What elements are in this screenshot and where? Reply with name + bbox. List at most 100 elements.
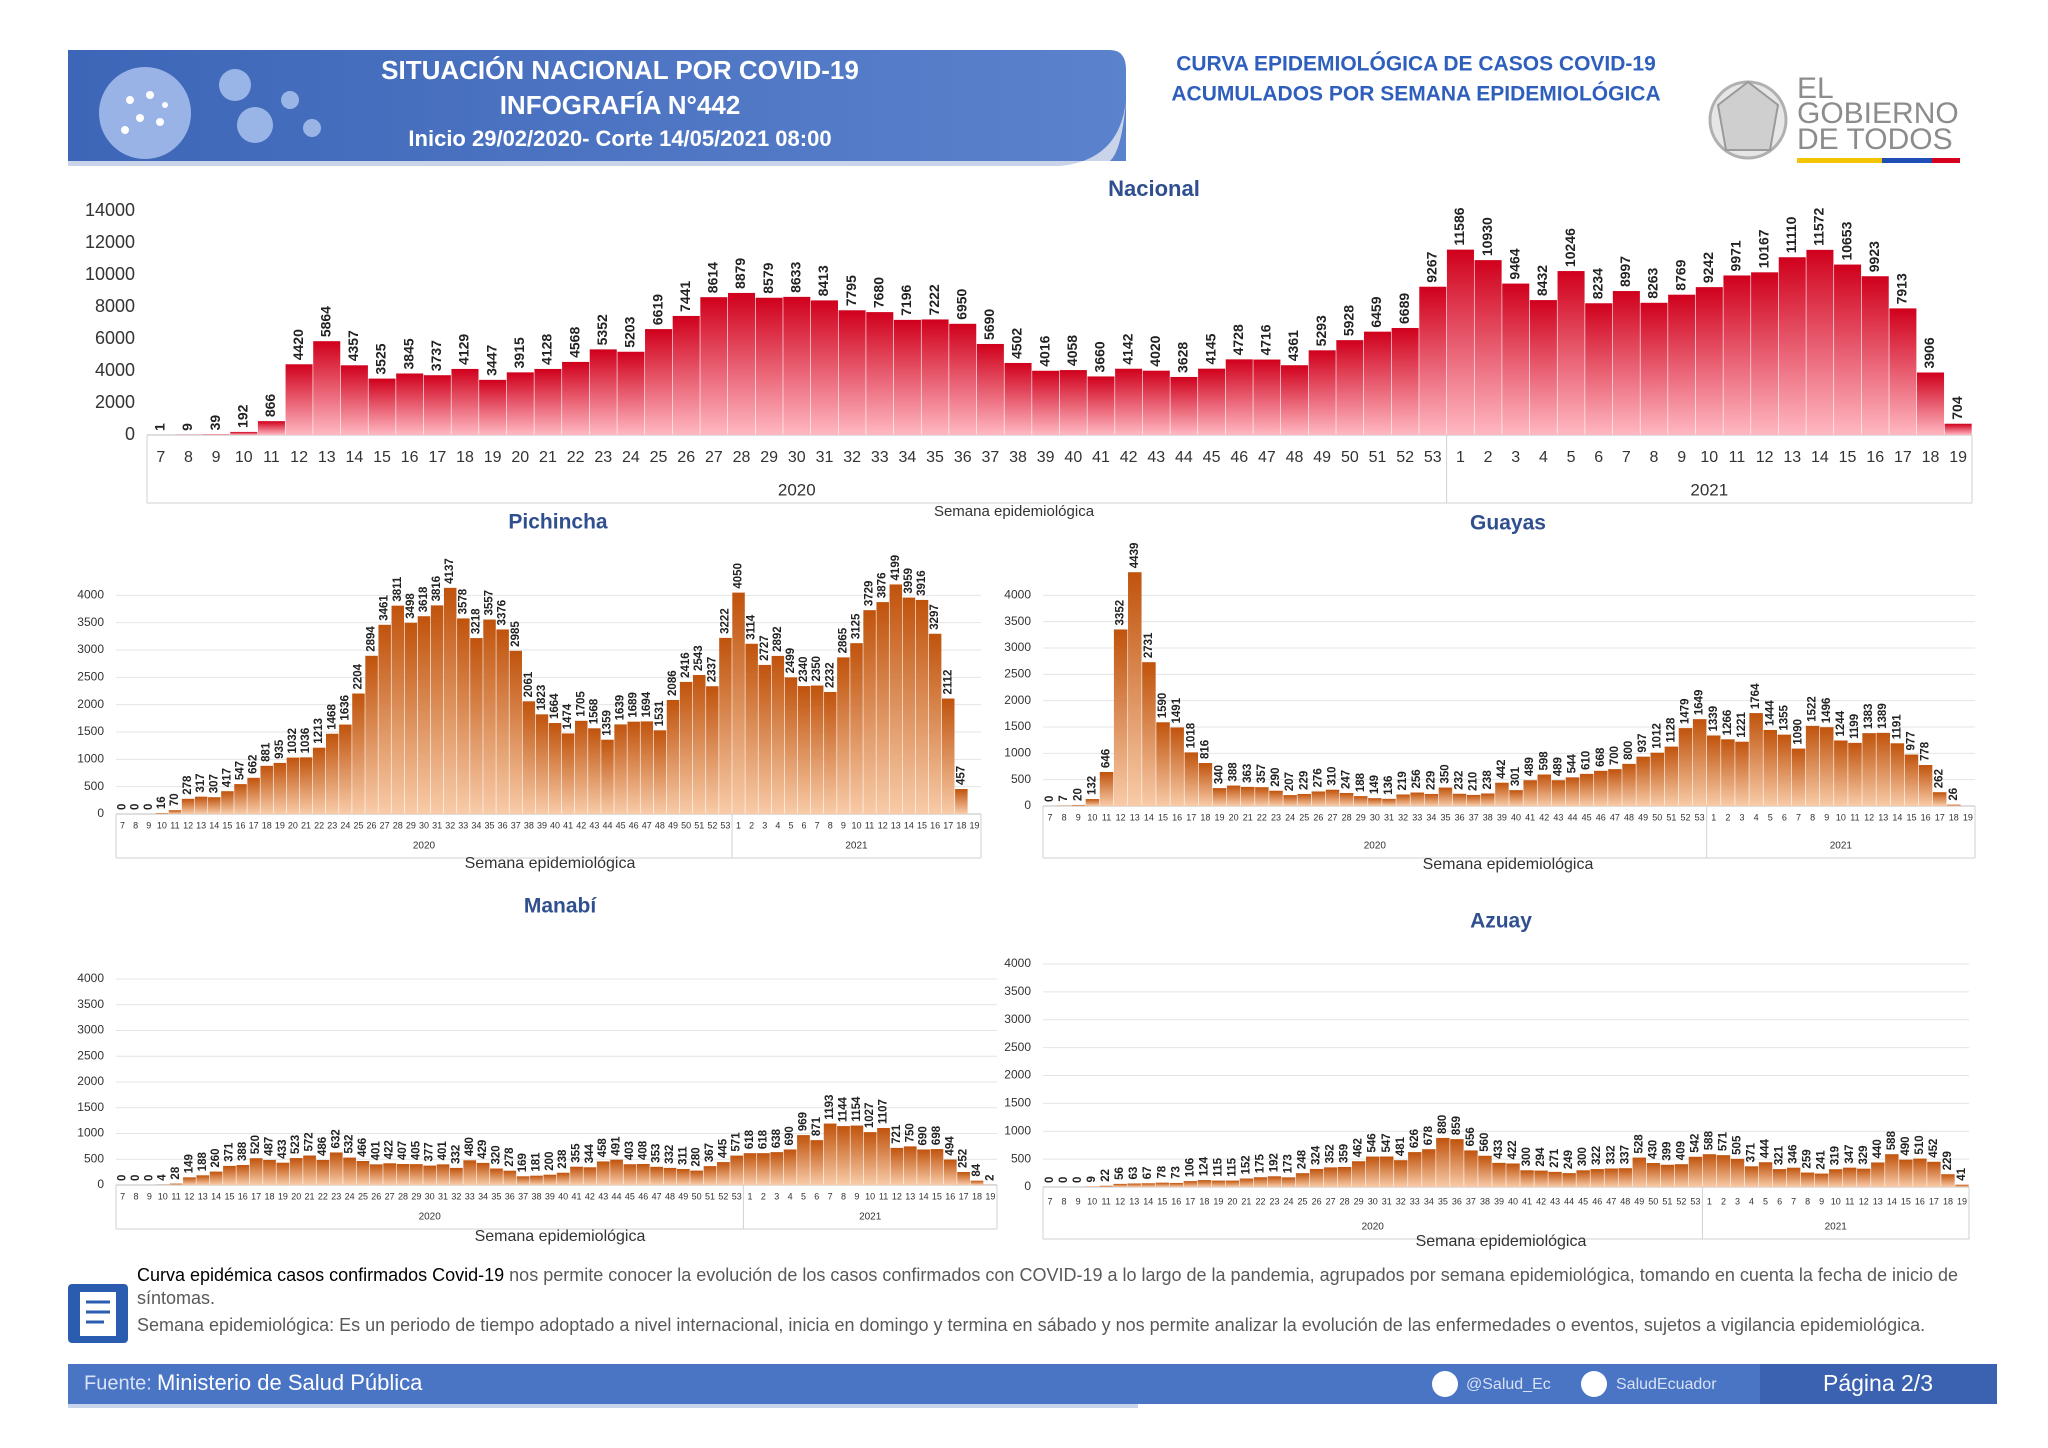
bar	[1156, 722, 1170, 806]
value-label: 1474	[562, 703, 574, 729]
bar	[1814, 1173, 1829, 1187]
value-label: 256	[1411, 769, 1423, 788]
bar	[378, 624, 391, 814]
value-label: 1444	[1764, 700, 1776, 726]
value-label: 0	[1044, 1177, 1056, 1183]
x-tick-label: 10	[1831, 1196, 1841, 1206]
header-title: SITUACIÓN NACIONAL POR COVID-19	[381, 55, 859, 85]
value-label: 2499	[785, 648, 797, 674]
bar	[1692, 719, 1707, 806]
bar	[1380, 1156, 1394, 1187]
bar	[530, 1175, 543, 1185]
bar	[690, 1170, 704, 1185]
y-tick-label: 2000	[95, 392, 135, 412]
x-tick-label: 24	[345, 1191, 355, 1201]
value-label: 173	[1283, 1154, 1295, 1173]
value-label: 505	[1732, 1135, 1744, 1155]
note: Semana epidemiológica: Es un periodo de …	[137, 1314, 1977, 1337]
header-banner	[68, 50, 1126, 161]
value-label: 3916	[916, 570, 928, 596]
value-label: 1018	[1185, 722, 1197, 748]
bar	[1450, 1139, 1464, 1187]
bar	[955, 789, 968, 814]
value-label: 260	[210, 1148, 222, 1167]
bar	[1876, 732, 1890, 806]
x-tick-label: 15	[1158, 812, 1168, 822]
x-tick-label: 46	[1592, 1196, 1602, 1206]
bar	[325, 733, 339, 814]
bar	[1410, 792, 1424, 806]
y-tick-label: 14000	[85, 200, 135, 220]
x-tick-label: 12	[892, 1191, 902, 1201]
bar	[1848, 742, 1862, 806]
x-tick-label: 46	[1596, 812, 1606, 822]
value-label: 444	[1760, 1138, 1772, 1158]
x-tick-label: 4	[1749, 1196, 1754, 1206]
x-tick-label: 17	[1929, 1196, 1939, 1206]
x-tick-label: 53	[1695, 812, 1705, 822]
x-tick-label: 50	[1652, 812, 1662, 822]
x-tick-label: 12	[1859, 1196, 1869, 1206]
x-tick-label: 36	[505, 1191, 515, 1201]
bar	[1253, 359, 1281, 435]
value-label: 4129	[456, 334, 472, 365]
x-tick-label: 13	[1878, 812, 1888, 822]
value-label: 310	[1327, 766, 1339, 785]
bar	[650, 1166, 663, 1185]
value-label: 9	[179, 423, 195, 431]
x-tick-label: 28	[393, 820, 403, 830]
bar	[369, 1164, 383, 1185]
value-label: 232	[1454, 771, 1466, 790]
value-label: 1	[152, 423, 168, 431]
value-label: 4357	[345, 330, 361, 361]
y-tick-label: 1000	[1004, 746, 1031, 760]
value-label: 278	[504, 1147, 516, 1167]
value-label: 1705	[575, 691, 587, 717]
bar	[837, 657, 850, 814]
x-tick-label: 18	[1949, 812, 1959, 822]
value-label: 340	[1214, 765, 1226, 784]
y-tick-label: 500	[1011, 772, 1031, 786]
value-label: 4502	[1009, 328, 1025, 359]
value-label: 2892	[772, 626, 784, 652]
x-tick-label: 12	[290, 449, 308, 466]
value-label: 3218	[470, 608, 482, 634]
value-label: 403	[624, 1141, 636, 1160]
bar	[1562, 1173, 1576, 1187]
value-label: 490	[1900, 1136, 1912, 1155]
bar	[1791, 748, 1806, 806]
y-tick-label: 2500	[77, 1048, 104, 1062]
value-label: 4020	[1147, 335, 1163, 366]
value-label: 662	[248, 755, 260, 774]
x-tick-label: 19	[985, 1191, 995, 1201]
value-label: 1027	[864, 1103, 876, 1129]
x-tick-label: 43	[598, 1191, 608, 1201]
x-tick-label: 11	[1101, 1196, 1110, 1206]
bar	[1466, 794, 1481, 806]
x-tick-label: 16	[945, 1191, 955, 1201]
x-tick-label: 9	[1076, 1196, 1081, 1206]
x-tick-label: 50	[681, 820, 691, 830]
bar	[614, 724, 627, 814]
value-label: 532	[344, 1134, 356, 1153]
value-label: 322	[1591, 1146, 1603, 1165]
bar	[1071, 804, 1086, 806]
value-label: 259	[1802, 1149, 1814, 1168]
bar	[838, 310, 866, 435]
x-tick-label: 45	[625, 1191, 635, 1201]
value-label: 1590	[1157, 693, 1169, 719]
value-label: 9242	[1700, 252, 1716, 283]
x-axis-label: Semana epidemiológica	[1423, 856, 1594, 873]
value-label: 422	[384, 1140, 396, 1159]
y-tick-label: 1000	[77, 1126, 104, 1140]
x-tick-label: 2	[749, 820, 754, 830]
x-tick-label: 44	[1564, 1196, 1574, 1206]
bar	[1325, 789, 1340, 806]
bar	[1408, 1152, 1422, 1187]
value-label: 1689	[628, 692, 640, 718]
value-label: 280	[691, 1147, 703, 1166]
y-tick-label: 4000	[1004, 956, 1031, 970]
x-tick-label: 10	[851, 820, 861, 830]
value-label: 207	[1284, 772, 1296, 791]
